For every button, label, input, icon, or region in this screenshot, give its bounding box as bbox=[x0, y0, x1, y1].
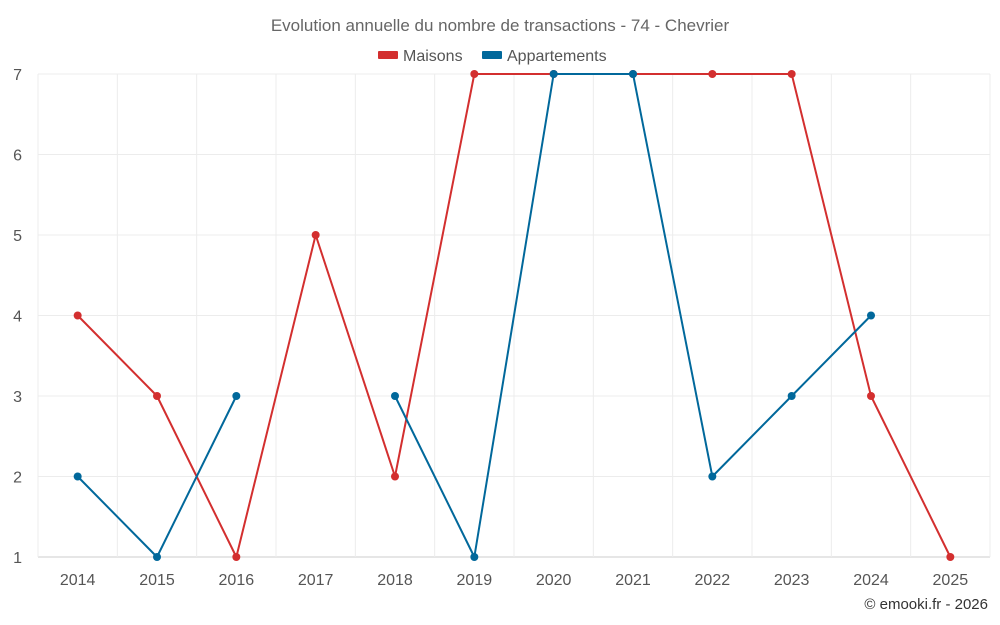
data-point[interactable] bbox=[73, 472, 82, 481]
series-maisons bbox=[73, 70, 955, 561]
data-point[interactable] bbox=[946, 553, 955, 561]
data-point[interactable] bbox=[787, 392, 796, 400]
y-tick-label: 2 bbox=[13, 470, 22, 487]
data-point[interactable] bbox=[153, 553, 161, 561]
x-tick-label: 2017 bbox=[298, 572, 334, 589]
data-point[interactable] bbox=[787, 70, 796, 78]
data-point[interactable] bbox=[311, 231, 320, 239]
data-point[interactable] bbox=[73, 311, 82, 320]
x-tick-label: 2021 bbox=[615, 572, 651, 589]
x-axis: 2014 2015 2016 2017 2018 2019 2020 2021 2022 2023… bbox=[60, 572, 968, 589]
x-tick-label: 2014 bbox=[60, 572, 96, 589]
data-point[interactable] bbox=[232, 392, 241, 400]
legend: Maisons Appartements bbox=[378, 48, 607, 65]
legend-swatch bbox=[482, 51, 502, 59]
data-point[interactable] bbox=[629, 70, 637, 78]
series-layer bbox=[73, 70, 955, 561]
data-point[interactable] bbox=[470, 553, 479, 561]
y-tick-label: 1 bbox=[13, 550, 22, 567]
legend-swatch bbox=[378, 51, 398, 59]
x-tick-label: 2023 bbox=[774, 572, 810, 589]
x-tick-label: 2025 bbox=[933, 572, 969, 589]
x-tick-label: 2024 bbox=[853, 572, 889, 589]
y-tick-label: 6 bbox=[13, 148, 22, 165]
data-point[interactable] bbox=[708, 472, 717, 481]
series-line bbox=[76, 73, 952, 558]
data-point[interactable] bbox=[232, 553, 241, 561]
data-point[interactable] bbox=[708, 70, 717, 78]
legend-label[interactable]: Appartements bbox=[507, 48, 607, 65]
y-axis: 1 2 3 4 5 6 7 bbox=[13, 67, 22, 567]
y-tick-label: 5 bbox=[13, 228, 22, 245]
legend-label[interactable]: Maisons bbox=[403, 48, 463, 65]
y-tick-label: 3 bbox=[13, 389, 22, 406]
x-tick-label: 2018 bbox=[377, 572, 413, 589]
series-appartements bbox=[73, 70, 875, 561]
x-tick-label: 2015 bbox=[139, 572, 175, 589]
data-point[interactable] bbox=[549, 70, 558, 78]
x-tick-label: 2020 bbox=[536, 572, 572, 589]
data-point[interactable] bbox=[391, 392, 399, 400]
data-point[interactable] bbox=[867, 392, 875, 400]
x-tick-label: 2019 bbox=[457, 572, 493, 589]
data-point[interactable] bbox=[470, 70, 479, 78]
x-tick-label: 2022 bbox=[695, 572, 731, 589]
data-point[interactable] bbox=[153, 392, 161, 400]
y-tick-label: 4 bbox=[13, 309, 22, 326]
y-tick-label: 7 bbox=[13, 67, 22, 84]
chart-title: Evolution annuelle du nombre de transact… bbox=[271, 16, 730, 35]
credit-text: © emooki.fr - 2026 bbox=[864, 596, 988, 613]
data-point[interactable] bbox=[867, 311, 875, 320]
x-tick-label: 2016 bbox=[219, 572, 255, 589]
data-point[interactable] bbox=[391, 472, 399, 481]
